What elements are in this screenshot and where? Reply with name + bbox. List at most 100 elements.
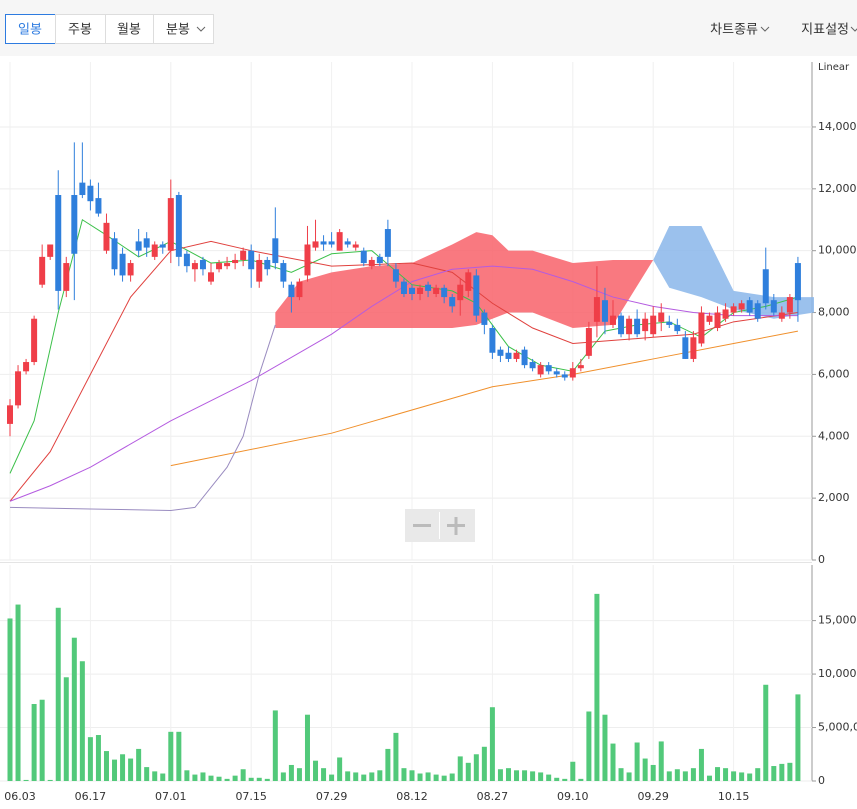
y-tick-label: 10,000,000 <box>818 667 857 680</box>
candle-body <box>738 303 745 310</box>
volume-bar <box>216 776 222 781</box>
volume-bar <box>208 775 214 781</box>
volume-bar <box>160 773 166 781</box>
volume-bar <box>779 763 785 781</box>
candle-body <box>55 195 62 291</box>
menu-label[interactable]: 지표설정 <box>801 23 849 38</box>
period-label[interactable]: 주봉 <box>68 23 92 38</box>
candle-body <box>232 259 239 264</box>
candle-body <box>770 300 777 313</box>
zoom-out[interactable] <box>413 524 431 527</box>
volume-bar <box>489 707 495 781</box>
period-button[interactable] <box>5 14 56 44</box>
volume-bar <box>594 593 600 781</box>
volume-bar <box>795 694 801 781</box>
candle-body <box>71 195 78 254</box>
x-tick-label: 07.29 <box>316 790 348 803</box>
candle-body <box>585 328 592 356</box>
candle-body <box>569 368 576 378</box>
volume-bar <box>144 767 150 781</box>
y-tick-label: 12,000 <box>818 182 857 195</box>
candle-body <box>280 263 287 282</box>
candle-body <box>521 349 528 366</box>
candle-body <box>730 306 737 313</box>
volume-bar <box>698 748 704 781</box>
candle-body <box>529 362 536 369</box>
period-label[interactable]: 분봉 <box>166 23 190 38</box>
candle-body <box>601 300 608 322</box>
volume-bar <box>538 772 544 781</box>
volume-bar <box>353 772 359 781</box>
candle-body <box>143 238 150 248</box>
volume-bar <box>63 677 69 781</box>
candle-body <box>674 324 681 332</box>
volume-bar <box>321 768 327 781</box>
volume-bar <box>15 604 21 781</box>
volume-bar <box>578 778 584 781</box>
period-label[interactable]: 일봉 <box>18 23 42 38</box>
volume-bar <box>280 772 286 781</box>
period-button[interactable] <box>105 14 154 44</box>
chevron <box>850 26 857 32</box>
candle-body <box>626 318 633 335</box>
period-button[interactable] <box>55 14 106 44</box>
candle-body <box>497 349 504 356</box>
menu-label[interactable]: 차트종류 <box>710 23 758 38</box>
volume-bar <box>232 775 238 781</box>
candle-body <box>127 263 134 276</box>
volume-bar <box>120 754 126 781</box>
volume-bar <box>71 637 77 781</box>
volume-bar <box>55 607 61 781</box>
candle-body <box>15 371 22 406</box>
candle-body <box>151 244 158 257</box>
y-tick-label: 14,000 <box>818 120 857 133</box>
candle-body <box>183 253 190 267</box>
volume-bar <box>296 768 302 781</box>
volume-bar <box>690 768 696 781</box>
candle-body <box>505 352 512 359</box>
candle-body <box>489 328 496 353</box>
volume-bar <box>514 770 520 781</box>
volume-bar <box>530 771 536 781</box>
volume-bar <box>682 771 688 781</box>
candle-body <box>368 259 375 267</box>
volume-bar <box>128 758 134 781</box>
candle-body <box>706 315 713 322</box>
volume-bar <box>248 777 254 781</box>
period-label[interactable]: 월봉 <box>117 23 141 38</box>
candle-body <box>610 315 616 325</box>
volume-bar <box>554 777 560 781</box>
volume-bar <box>401 768 407 781</box>
candle-body <box>328 241 335 245</box>
indicator-line <box>9 265 798 502</box>
volume-bar <box>240 769 246 781</box>
candle-body <box>7 405 13 424</box>
volume-bar <box>409 770 415 781</box>
volume-bar <box>264 778 270 781</box>
candle-body <box>714 312 721 329</box>
zoom-in[interactable] <box>454 517 458 535</box>
volume-bar <box>731 771 737 781</box>
volume-bar <box>47 779 53 781</box>
candle-body <box>762 269 769 304</box>
x-tick-label: 07.01 <box>155 790 187 803</box>
candle-body <box>658 312 665 322</box>
volume-bar <box>562 778 568 781</box>
volume-bar <box>674 769 680 781</box>
candle-body <box>352 244 359 248</box>
candle-body <box>103 222 110 251</box>
candle-body <box>666 321 673 325</box>
cloud <box>653 225 814 319</box>
candle-body <box>634 318 641 335</box>
candle-body <box>199 259 206 270</box>
candle-body <box>87 185 94 202</box>
volume-bar <box>546 774 552 781</box>
y-tick-label: 2,000 <box>818 491 850 504</box>
candle-body <box>642 318 649 332</box>
volume-bar <box>457 756 463 781</box>
candle-body <box>722 309 729 319</box>
candle-body <box>457 284 464 301</box>
candle-body <box>175 195 182 257</box>
candle-body <box>465 272 472 291</box>
volume-bar <box>441 775 447 781</box>
